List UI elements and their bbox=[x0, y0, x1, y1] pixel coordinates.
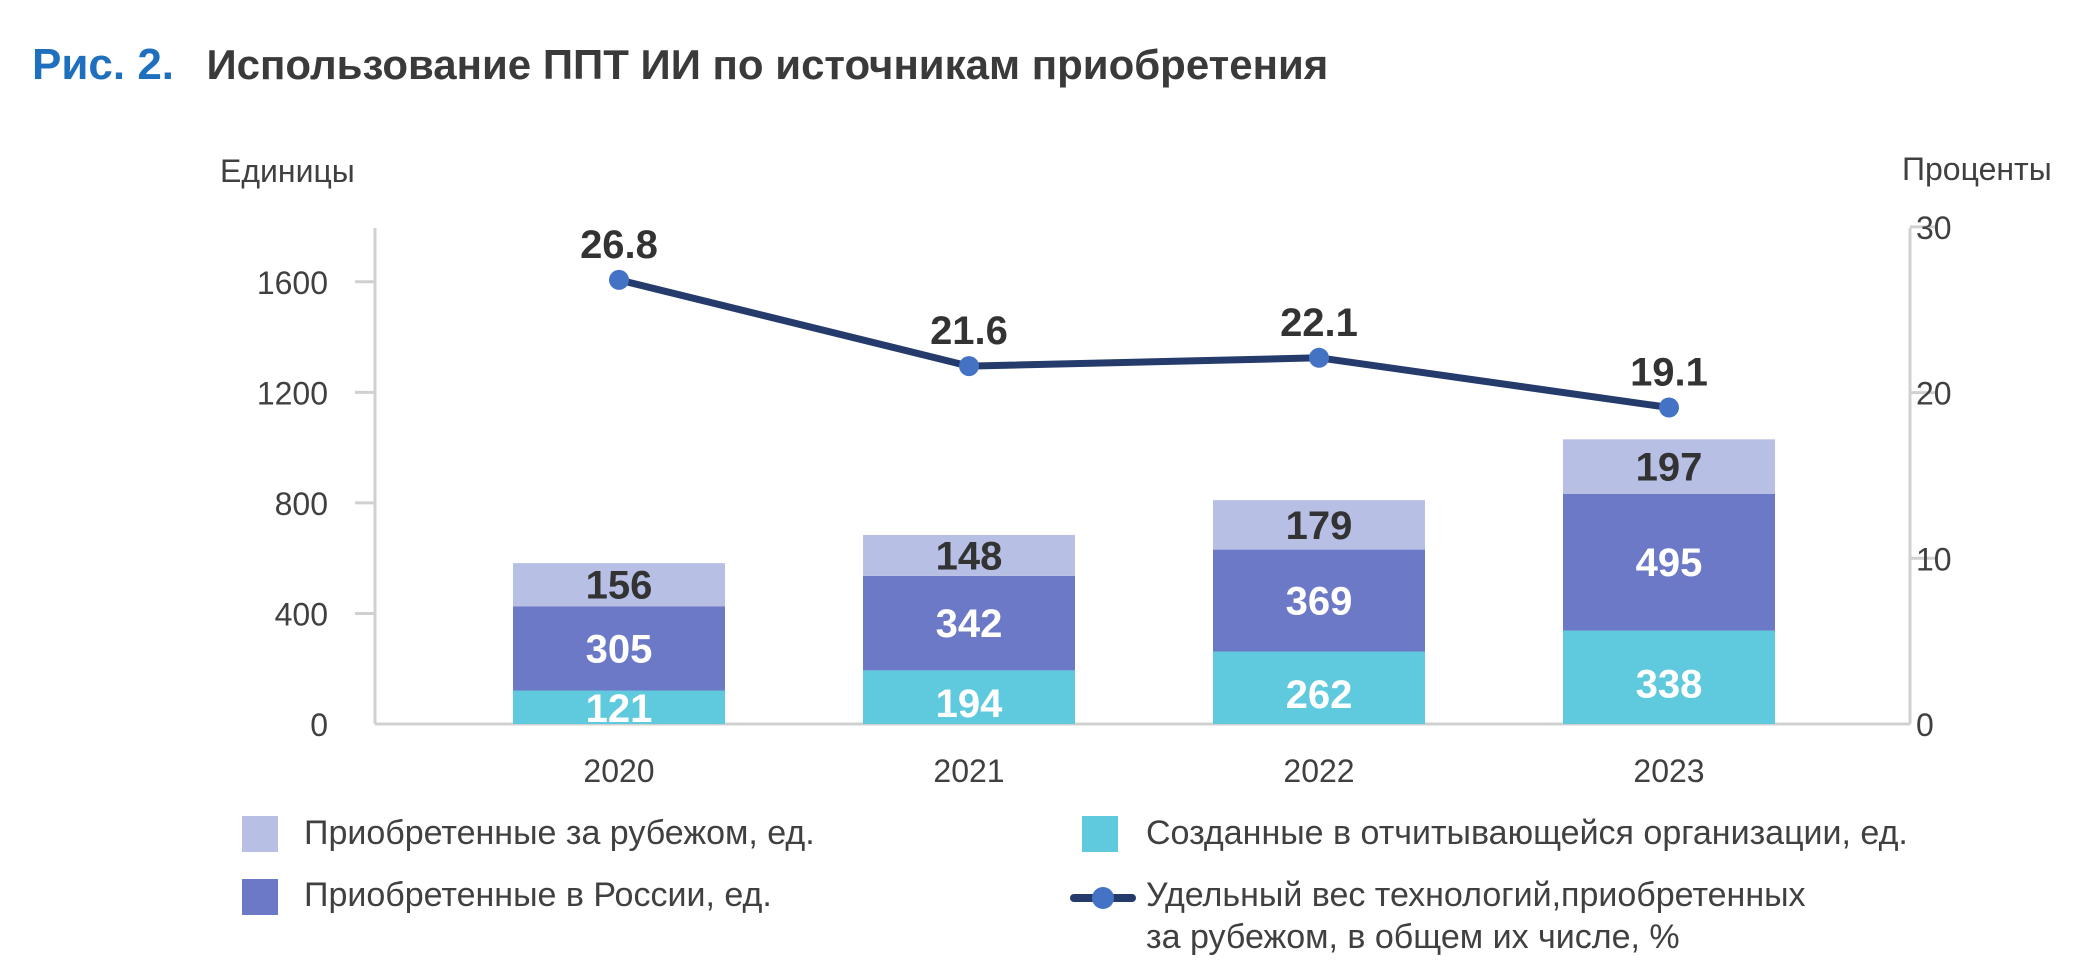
line-point-marker bbox=[1659, 397, 1679, 418]
y-left-tick-label: 0 bbox=[310, 707, 328, 743]
line-data-label: 19.1 bbox=[1630, 351, 1708, 395]
bar-segment bbox=[1213, 651, 1425, 724]
y-left-tick-label: 1600 bbox=[257, 265, 328, 301]
line-series bbox=[609, 269, 1679, 418]
bar-segment bbox=[863, 534, 1075, 576]
bar-data-label: 121 bbox=[586, 687, 653, 731]
bar-data-label: 305 bbox=[586, 627, 653, 671]
bar-segment bbox=[513, 606, 725, 691]
x-tick-label: 2022 bbox=[1283, 753, 1354, 789]
bar-data-label: 179 bbox=[1286, 504, 1353, 548]
data-labels: 121 305 156 194 342 148 262 369 179 338 495 197 26.8… bbox=[580, 223, 1708, 731]
y-left-tick-label: 1200 bbox=[257, 375, 328, 411]
bar-segment bbox=[1563, 439, 1775, 494]
line-point-marker bbox=[1309, 347, 1329, 368]
line-point-marker bbox=[959, 356, 979, 377]
bar-data-label: 369 bbox=[1286, 580, 1353, 624]
legend-marker-share bbox=[1092, 887, 1114, 909]
y-left-tick-label: 400 bbox=[275, 596, 328, 632]
bar-data-label: 342 bbox=[936, 602, 1003, 646]
bar-segment bbox=[1563, 493, 1775, 631]
bar-segment bbox=[1213, 549, 1425, 652]
y-right-tick-label: 30 bbox=[1916, 210, 1952, 246]
legend-swatch-foreign bbox=[242, 816, 278, 852]
x-tick-label: 2023 bbox=[1633, 753, 1704, 789]
y-left-axis-title: Единицы bbox=[220, 153, 355, 189]
figure-label: Рис. 2. bbox=[32, 40, 175, 89]
legend-label-share-line2: за рубежом, в общем их числе, % bbox=[1146, 918, 1680, 956]
legend-swatch-russia bbox=[242, 879, 278, 915]
x-tick-label: 2020 bbox=[583, 753, 654, 789]
bar-data-label: 262 bbox=[1286, 673, 1353, 717]
bar-data-label: 495 bbox=[1636, 541, 1703, 585]
bar-segment bbox=[863, 575, 1075, 671]
y-left-tick-label: 800 bbox=[275, 486, 328, 522]
legend-label-foreign: Приобретенные за рубежом, ед. bbox=[304, 814, 815, 852]
bar-segment bbox=[1563, 630, 1775, 724]
bar-data-label: 338 bbox=[1636, 662, 1703, 706]
x-tick-label: 2021 bbox=[933, 753, 1004, 789]
bar-segment bbox=[863, 670, 1075, 724]
legend-label-share: Удельный вес технологий,приобретенных за… bbox=[1146, 874, 1806, 958]
bar-segment bbox=[1213, 500, 1425, 550]
y-right-tick-label: 20 bbox=[1916, 376, 1952, 412]
bar-segment bbox=[513, 690, 725, 724]
bar-data-label: 194 bbox=[936, 682, 1003, 726]
legend-label-created: Созданные в отчитывающейся организации, … bbox=[1146, 814, 1908, 852]
legend-swatch-created bbox=[1082, 816, 1118, 852]
legend-label-share-line1: Удельный вес технологий,приобретенных bbox=[1146, 876, 1806, 914]
bar-data-label: 156 bbox=[586, 564, 653, 608]
line-series-path bbox=[615, 276, 1673, 412]
stacked-bar-line-chart: Единицы Проценты 0 400 800 1200 1600 0 10 20 30 202… bbox=[220, 151, 2052, 789]
y-right-tick-label: 0 bbox=[1916, 707, 1934, 743]
line-data-label: 26.8 bbox=[580, 223, 658, 267]
bar-data-label: 197 bbox=[1636, 446, 1703, 490]
legend-label-russia: Приобретенные в России, ед. bbox=[304, 876, 772, 914]
figure-heading: Рис. 2. Использование ППТ ИИ по источник… bbox=[32, 40, 1328, 90]
line-data-label: 22.1 bbox=[1280, 301, 1358, 345]
line-point-marker bbox=[609, 269, 629, 290]
y-right-axis-title: Проценты bbox=[1902, 151, 2052, 187]
chart-axes: Единицы Проценты 0 400 800 1200 1600 0 10 20 30 202… bbox=[220, 151, 2052, 789]
bar-series bbox=[513, 439, 1775, 724]
bar-segment bbox=[513, 563, 725, 607]
bar-data-label: 148 bbox=[936, 534, 1003, 578]
y-right-tick-label: 10 bbox=[1916, 541, 1952, 577]
figure-title: Использование ППТ ИИ по источникам приоб… bbox=[206, 41, 1329, 88]
line-data-label: 21.6 bbox=[930, 309, 1008, 353]
